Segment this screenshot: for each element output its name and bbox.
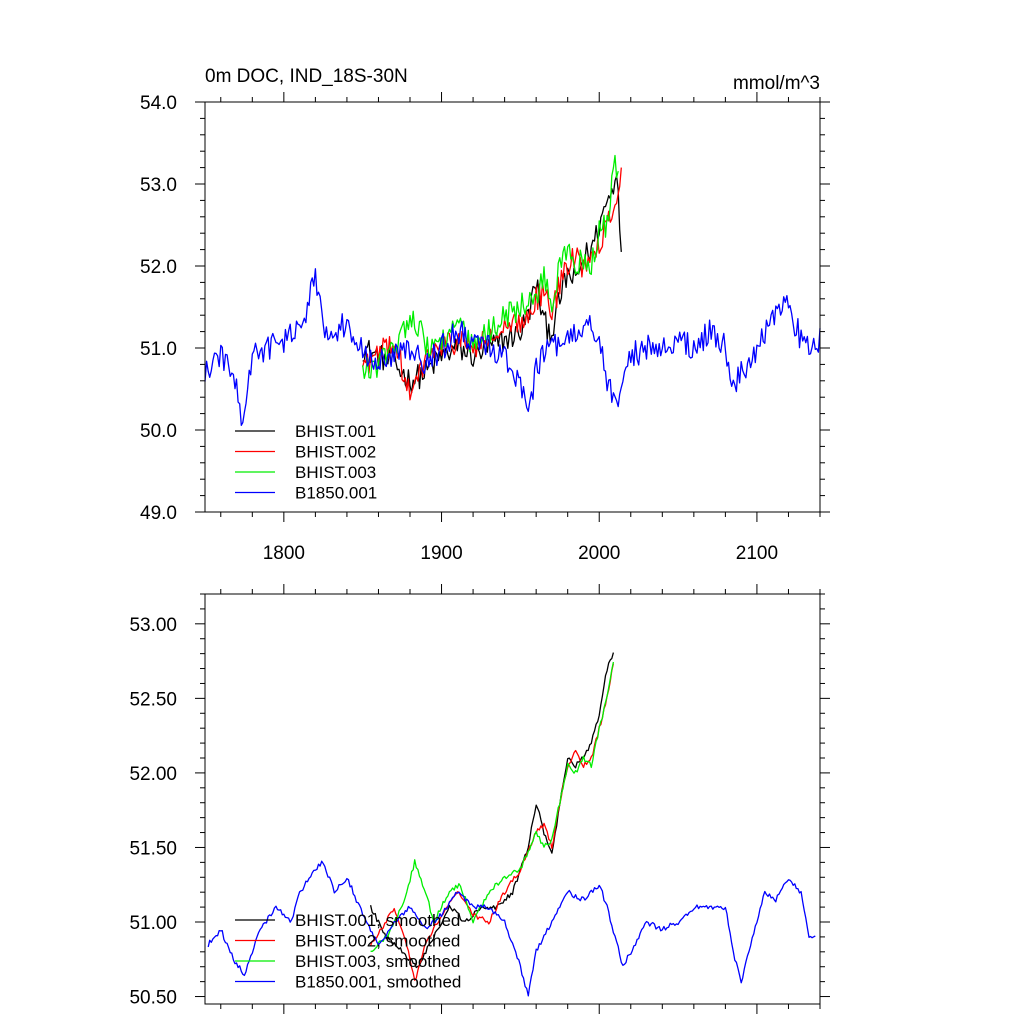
legend-label: BHIST.003, smoothed — [295, 952, 460, 971]
y-tick-label: 49.0 — [140, 503, 177, 524]
legend-label: BHIST.002, smoothed — [295, 932, 460, 951]
top-plot-frame — [204, 101, 821, 513]
bottom-plot-frame — [204, 593, 821, 1005]
y-tick-label: 54.0 — [140, 93, 177, 114]
series-line — [370, 661, 615, 953]
top-series-layer — [204, 154, 821, 426]
top-panel-title: 0m DOC, IND_18S-30N — [205, 66, 408, 87]
legend-label: BHIST.003 — [295, 463, 376, 482]
bottom-tick-layer: 50.50 51.00 51.50 52.00 52.50 53.00 — [129, 584, 830, 1014]
series-line — [369, 663, 615, 981]
legend-label: BHIST.001, smoothed — [295, 911, 460, 930]
series-line — [207, 860, 816, 997]
series-line — [204, 268, 821, 426]
series-line — [369, 652, 615, 969]
y-tick-label: 52.50 — [129, 689, 177, 710]
y-tick-label: 53.00 — [129, 615, 177, 636]
x-tick-label: 2000 — [578, 543, 620, 564]
y-tick-label: 52.0 — [140, 257, 177, 278]
top-panel: 0m DOC, IND_18S-30N mmol/m^3 1800 1900 200… — [140, 66, 830, 564]
bottom-legend: BHIST.001, smoothed BHIST.002, smoothedBH… — [235, 911, 461, 992]
y-tick-label: 51.50 — [129, 838, 177, 859]
legend-label: BHIST.001 — [295, 422, 376, 441]
y-tick-label: 52.00 — [129, 764, 177, 785]
top-panel-units: mmol/m^3 — [733, 73, 820, 94]
x-tick-label: 1800 — [263, 543, 305, 564]
y-tick-label: 50.0 — [140, 421, 177, 442]
series-line — [362, 167, 622, 401]
legend-label: B1850.001, smoothed — [295, 973, 461, 992]
legend-label: B1850.001 — [295, 484, 377, 503]
legend-label: BHIST.002 — [295, 443, 376, 462]
x-tick-label: 1900 — [420, 543, 462, 564]
y-tick-label: 51.00 — [129, 913, 177, 934]
y-tick-label: 50.50 — [129, 988, 177, 1009]
x-tick-label: 2100 — [736, 543, 778, 564]
bottom-series-layer — [207, 652, 816, 997]
y-tick-label: 53.0 — [140, 175, 177, 196]
bottom-panel: 50.50 51.00 51.50 52.00 52.50 53.00 BHIST.001… — [129, 584, 830, 1014]
y-tick-label: 51.0 — [140, 339, 177, 360]
top-tick-layer: 1800 1900 2000 2100 49.0 50.0 51.0 52.0 53.0 54.0 — [140, 92, 830, 564]
series-line — [362, 154, 619, 379]
